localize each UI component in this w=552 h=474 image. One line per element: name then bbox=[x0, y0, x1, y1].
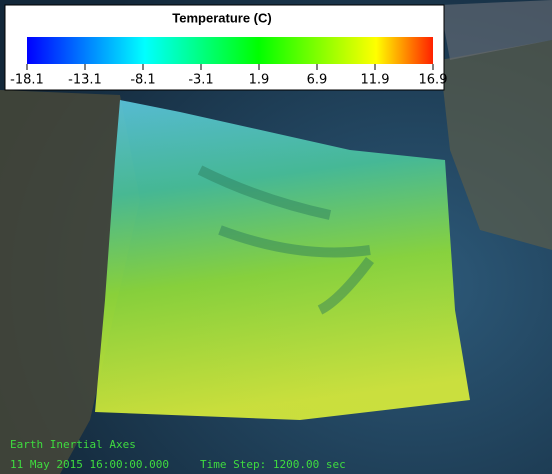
tick-label: -8.1 bbox=[130, 73, 155, 88]
tick-label: -13.1 bbox=[68, 73, 102, 88]
tick-label: 6.9 bbox=[307, 73, 328, 88]
color-scale bbox=[27, 37, 433, 64]
land bbox=[0, 90, 140, 474]
tick-label: -3.1 bbox=[188, 73, 213, 88]
colorbar: Temperature (C) bbox=[4, 4, 445, 91]
shading bbox=[197, 165, 374, 315]
tick-label: 16.9 bbox=[419, 73, 448, 88]
time-label: 11 May 2015 16:00:00.000 bbox=[10, 458, 169, 471]
land bbox=[440, 40, 552, 250]
clouds bbox=[440, 0, 552, 60]
colorbar-title: Temperature (C) bbox=[172, 10, 271, 25]
tick-label: 1.9 bbox=[249, 73, 270, 88]
time-step-label: Time Step: 1200.00 sec bbox=[200, 458, 346, 471]
axes-label: Earth Inertial Axes bbox=[10, 438, 136, 451]
tick-label: 11.9 bbox=[361, 73, 390, 88]
tick-label: -18.1 bbox=[10, 73, 44, 88]
temperature-overlay bbox=[95, 100, 470, 420]
